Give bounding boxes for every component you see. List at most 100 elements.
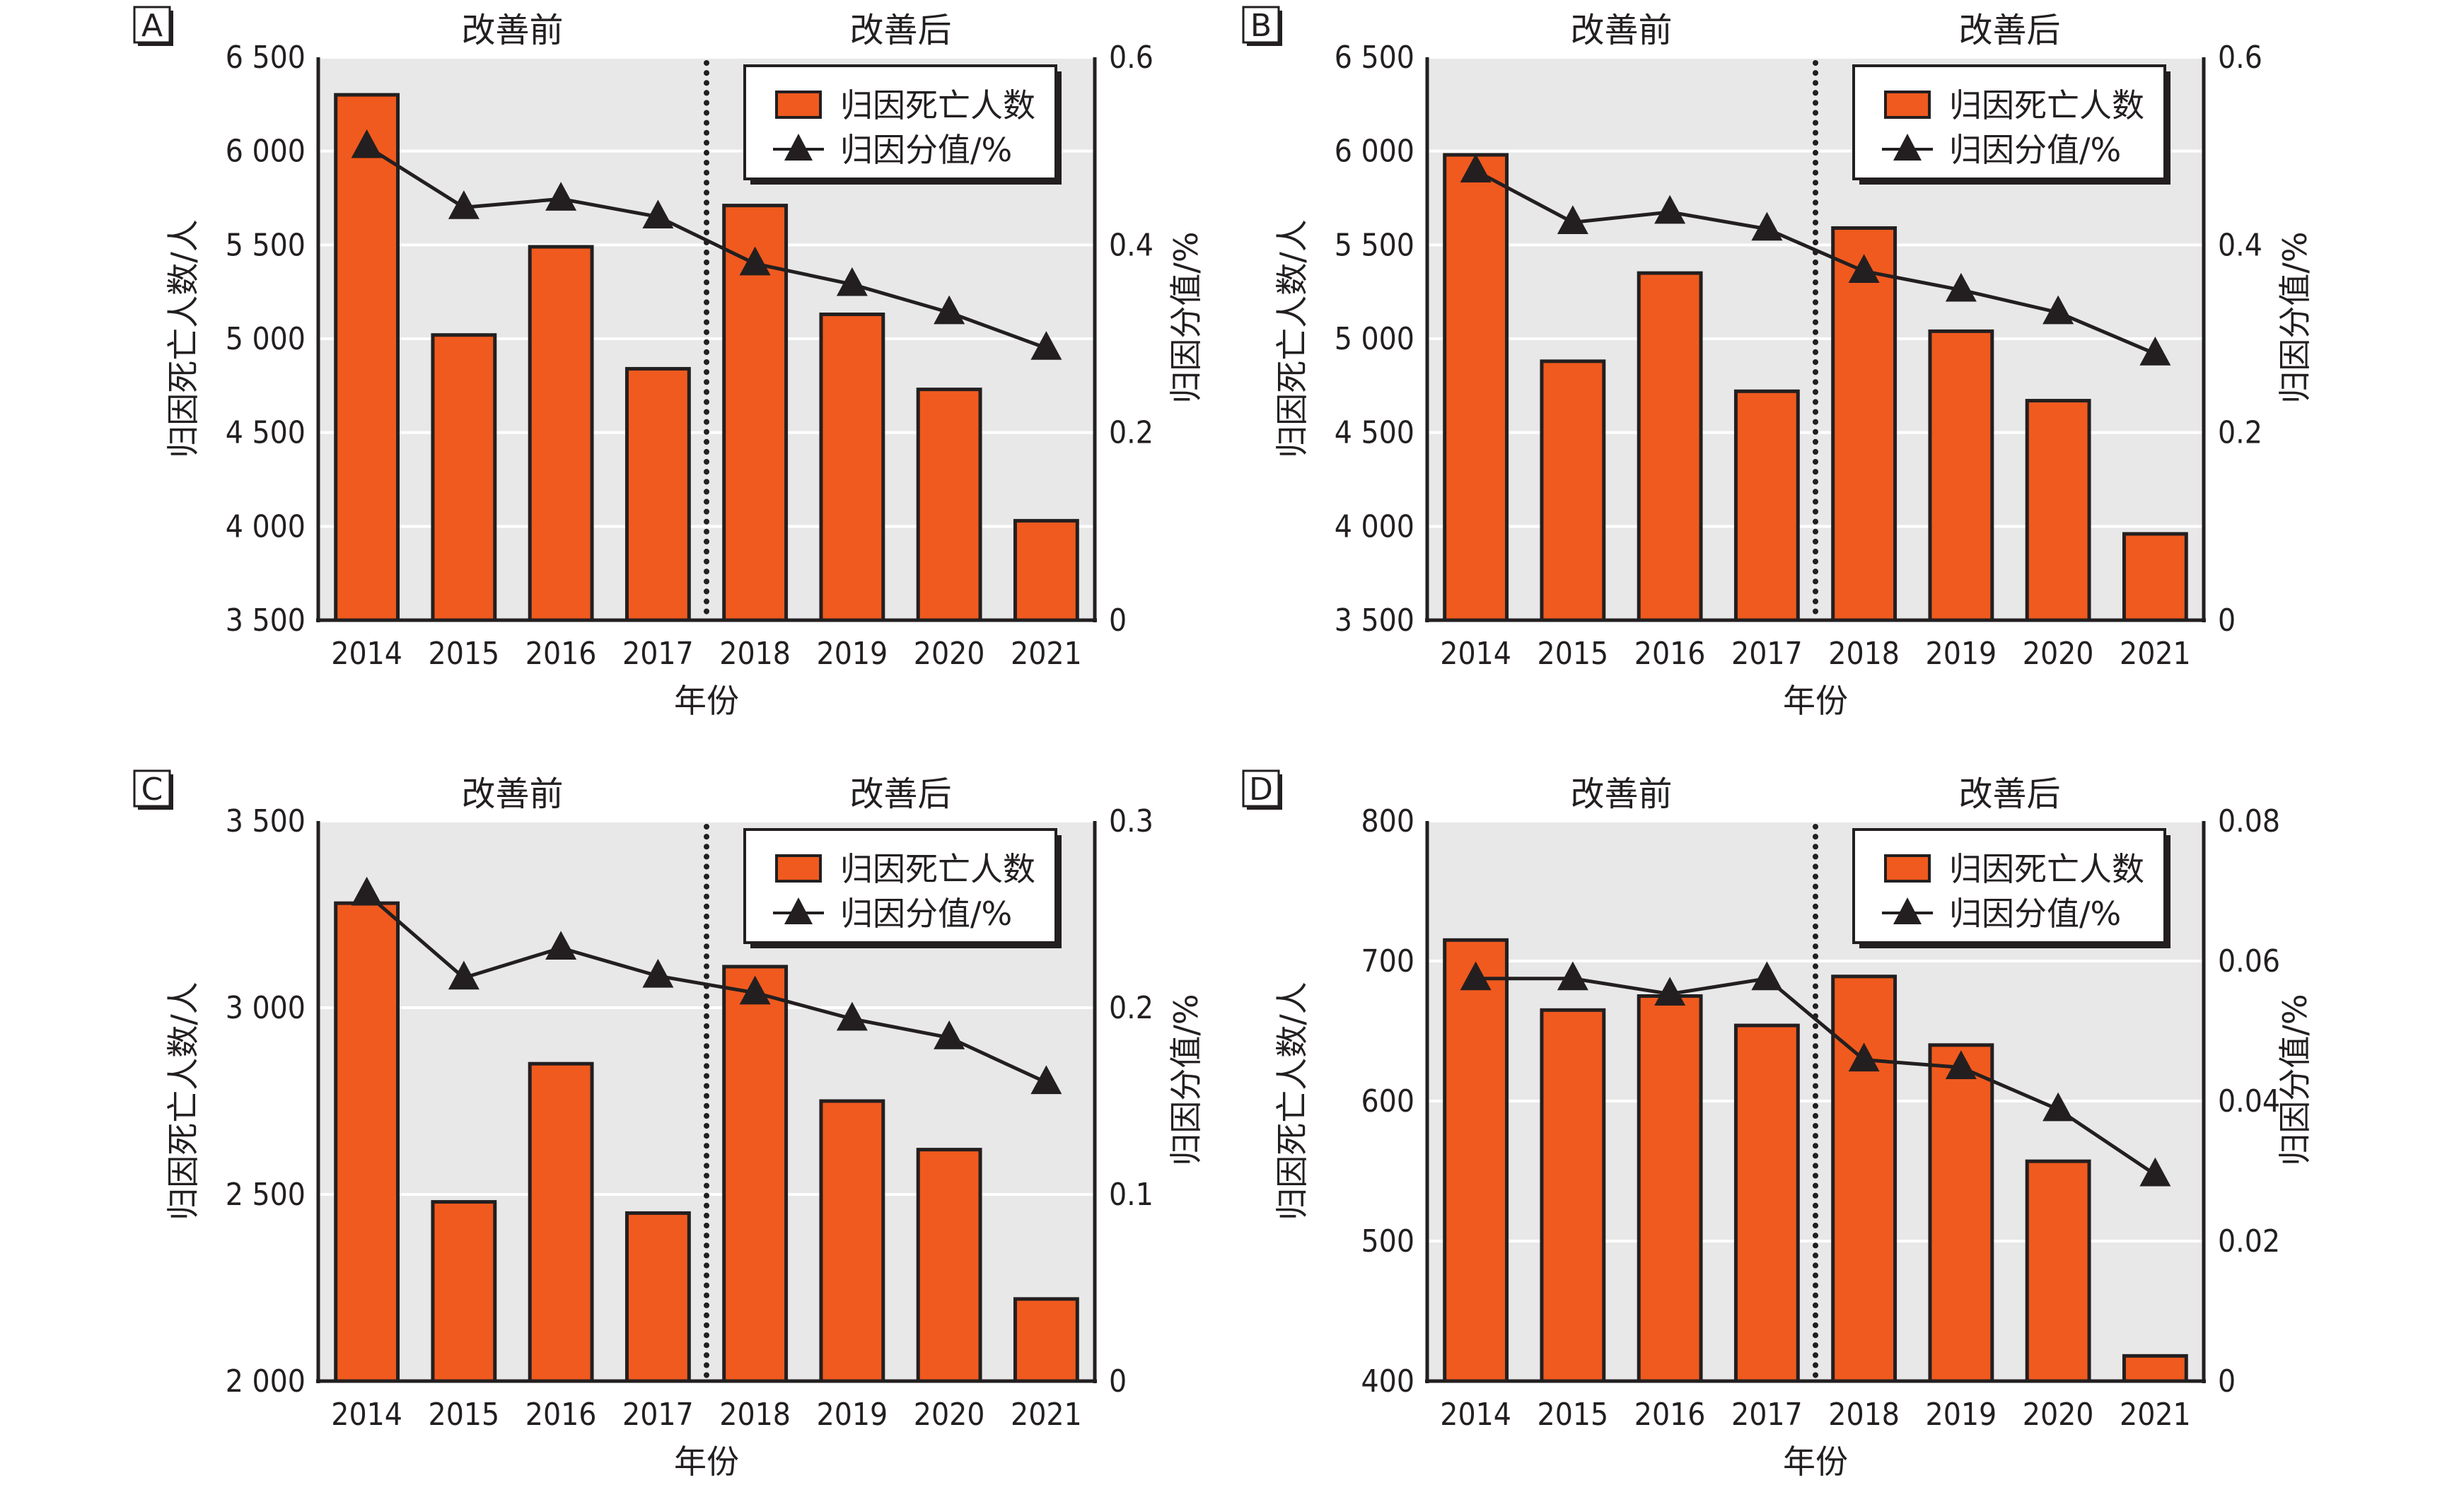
x-tick-label: 2021 (1011, 1397, 1082, 1433)
y-tick-label: 2 000 (226, 1363, 306, 1399)
line-series (1475, 169, 2156, 356)
period-label-before: 改善前 (1570, 11, 1672, 50)
triangle-marker (1030, 331, 1062, 360)
triangle-marker (1751, 961, 1783, 991)
panel-letter-box (1242, 6, 1280, 44)
panel-a: A 3 500 4 000 4 500 5 000 5 500 6 000 6 500 0 0.2… (133, 6, 1205, 720)
period-label-after: 改善后 (1958, 774, 2060, 814)
x-tick-label: 2015 (1538, 1397, 1609, 1433)
y-tick-label: 4 500 (1335, 415, 1414, 451)
y2-tick-label: 0.1 (1109, 1177, 1153, 1213)
bar (2025, 399, 2091, 622)
y-tick-label: 500 (1361, 1223, 1414, 1259)
legend-label-bars: 归因死亡人数 (840, 850, 1035, 888)
bar (1928, 329, 1994, 622)
y-tick-label: 600 (1361, 1083, 1414, 1119)
y2-tick-label: 0.4 (2218, 227, 2262, 263)
y2-tick-label: 0.08 (2218, 803, 2280, 839)
y-tick-label: 3 500 (226, 803, 306, 839)
x-tick-label: 2014 (331, 1397, 402, 1433)
y2-tick-label: 0.04 (2218, 1083, 2280, 1119)
x-tick-label: 2014 (1440, 1397, 1511, 1433)
bar (819, 313, 885, 622)
bar (916, 388, 982, 622)
legend-label-bars: 归因死亡人数 (1949, 86, 2144, 124)
x-tick-label: 2019 (817, 636, 888, 672)
x-tick-label: 2020 (914, 1397, 985, 1433)
bar (431, 1200, 497, 1383)
x-axis-label: 年份 (1783, 682, 1848, 720)
y2-axis-label: 归因分值/% (1167, 231, 1205, 403)
y-axis-label: 归因死亡人数/人 (164, 219, 202, 458)
triangle-marker (2139, 337, 2171, 366)
legend-label-bars: 归因死亡人数 (840, 86, 1035, 124)
triangle-marker (448, 960, 480, 990)
y-tick-label: 3 500 (226, 603, 306, 639)
y2-tick-label: 0 (2218, 1363, 2236, 1399)
legend-bar-swatch (775, 854, 822, 883)
bar (1443, 153, 1509, 622)
bar (624, 1211, 691, 1383)
y-tick-label: 6 000 (226, 134, 306, 170)
bar (722, 965, 789, 1383)
x-tick-label: 2015 (429, 636, 500, 672)
period-label-after: 改善后 (849, 774, 951, 814)
bar (1013, 518, 1079, 622)
x-axis-label: 年份 (674, 1443, 739, 1481)
y-tick-label: 6 000 (1335, 134, 1414, 170)
bar (1443, 938, 1509, 1383)
bar (1733, 1023, 1800, 1383)
y2-axis-label: 归因分值/% (2276, 231, 2314, 403)
x-tick-label: 2019 (1926, 1397, 1997, 1433)
bar (2025, 1159, 2091, 1383)
panel-letter-box (133, 6, 171, 44)
period-label-after: 改善后 (1958, 11, 2060, 50)
triangle-marker (642, 958, 674, 988)
triangle-marker (739, 975, 771, 1005)
bar (1831, 226, 1898, 622)
x-tick-label: 2018 (1828, 1397, 1900, 1433)
triangle-marker (1557, 961, 1588, 991)
x-tick-label: 2021 (1011, 636, 1082, 672)
period-label-before: 改善前 (461, 11, 563, 50)
triangle-marker (351, 129, 383, 158)
legend-triangle-icon (1893, 134, 1922, 161)
panel-letter-box (133, 769, 171, 808)
y-axis-label: 归因死亡人数/人 (1273, 982, 1311, 1221)
triangle-marker (351, 876, 383, 906)
panel-d: D 400 500 600 700 800 0 0.02 0.04 0.06 0.08 2014 201… (1242, 769, 2314, 1481)
bar (334, 93, 400, 622)
x-axis-label: 年份 (1783, 1443, 1848, 1481)
y-tick-label: 4 000 (1335, 508, 1414, 545)
y-tick-label: 4 500 (226, 415, 306, 451)
y2-tick-label: 0.4 (1109, 227, 1153, 263)
bar (1637, 271, 1703, 622)
x-tick-label: 2020 (914, 636, 985, 672)
bar (1928, 1043, 1994, 1383)
y2-tick-label: 0.06 (2218, 943, 2280, 979)
y2-tick-label: 0.2 (2218, 415, 2262, 451)
triangle-marker (1945, 1050, 1977, 1079)
bar (819, 1099, 885, 1383)
y2-tick-label: 0.6 (2218, 40, 2262, 76)
y-axis-label: 归因死亡人数/人 (1273, 219, 1311, 458)
legend-bar-swatch (1884, 91, 1931, 119)
triangle-marker (2139, 1157, 2171, 1187)
triangle-marker (2042, 1092, 2074, 1122)
bar (1733, 389, 1800, 622)
bar (1637, 994, 1703, 1383)
legend-triangle-icon (784, 897, 813, 924)
triangle-marker (1848, 1042, 1880, 1072)
y2-tick-label: 0 (1109, 1363, 1127, 1399)
line-series (366, 144, 1047, 350)
panel-b: B 3 500 4 000 4 500 5 000 5 500 6 000 6 500 0 0.2… (1242, 6, 2314, 720)
y-tick-label: 3 000 (226, 990, 306, 1026)
y-tick-label: 2 500 (226, 1177, 306, 1213)
line-series (365, 892, 1047, 1084)
y2-tick-label: 0.2 (1109, 415, 1153, 451)
y-tick-label: 3 500 (1335, 603, 1414, 639)
y-tick-label: 4 000 (226, 508, 306, 545)
x-tick-label: 2019 (817, 1397, 888, 1433)
x-tick-label: 2014 (331, 636, 402, 672)
